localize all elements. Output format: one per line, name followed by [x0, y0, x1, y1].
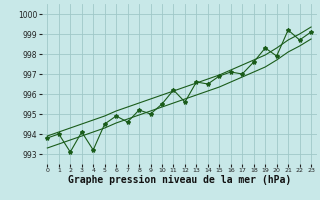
X-axis label: Graphe pression niveau de la mer (hPa): Graphe pression niveau de la mer (hPa): [68, 175, 291, 185]
